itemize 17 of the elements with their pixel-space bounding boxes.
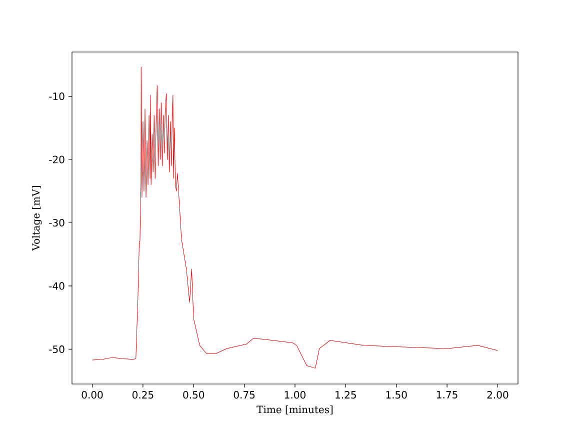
x-tick-label: 1.75 (437, 391, 458, 398)
y-tick-label: -30 (49, 218, 64, 227)
x-tick-label: 0.75 (234, 391, 255, 399)
x-tick-label: 2.00 (487, 391, 508, 399)
x-axis-title: Time [minutes] (256, 405, 333, 414)
y-tick-label: -10 (49, 92, 64, 100)
x-tick-label: 1.25 (336, 391, 356, 399)
y-tick-label: -20 (49, 156, 64, 164)
x-tick-label: 0.00 (82, 391, 103, 399)
y-axis-title: Voltage [mV] (32, 186, 42, 251)
y-tick-label: -40 (49, 282, 64, 290)
x-tick-label: 1.50 (386, 391, 407, 399)
x-tick-label: 1.00 (284, 391, 306, 399)
y-tick-label: -50 (49, 345, 64, 353)
x-tick-label: 0.25 (132, 391, 154, 399)
x-tick-label: 0.50 (183, 391, 204, 399)
line-series (92, 66, 498, 368)
